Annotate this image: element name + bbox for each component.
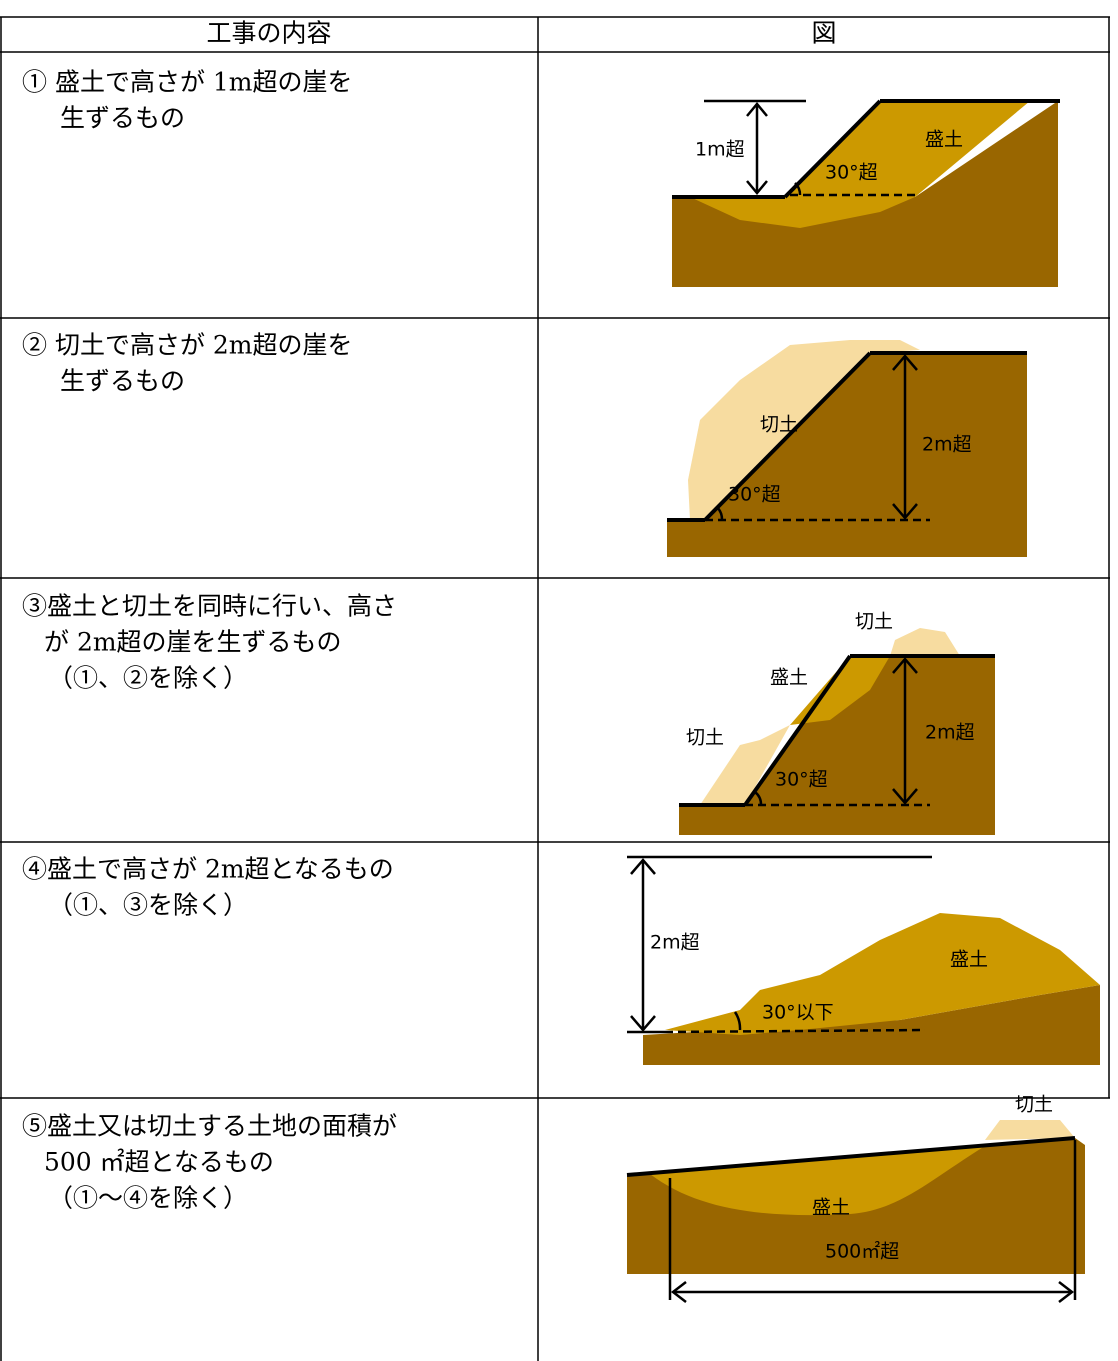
table-grid bbox=[0, 16, 1110, 1361]
figure-label: 盛土 bbox=[925, 129, 963, 151]
figure-label: 盛土 bbox=[950, 949, 988, 971]
figure-label: 30°超 bbox=[775, 769, 828, 791]
figure-label: 2m超 bbox=[922, 434, 972, 456]
header-cell: 工事の内容 bbox=[206, 19, 331, 48]
figure-2: 切土 2m超 30°超 bbox=[667, 340, 1027, 557]
row-text: 500 ㎡超となるもの bbox=[44, 1148, 274, 1177]
figure-label: 切土 bbox=[855, 611, 893, 633]
figure-label: 盛土 bbox=[770, 667, 808, 689]
figure-label: 30°超 bbox=[825, 162, 878, 184]
header-cell: 図 bbox=[811, 19, 836, 48]
row-text: 生ずるもの bbox=[60, 367, 185, 396]
figure-3: 切土 盛土 切土 2m超 30°超 bbox=[679, 611, 995, 835]
figure-label: 切土 bbox=[1015, 1094, 1053, 1116]
row-text: （①～④を除く） bbox=[48, 1184, 248, 1213]
figure-label: 30°以下 bbox=[762, 1002, 834, 1024]
figure-5: 切土 盛土 500㎡超 bbox=[626, 1094, 1085, 1303]
figure-label: 切土 bbox=[760, 414, 798, 436]
row-text: （①、③を除く） bbox=[48, 891, 248, 920]
row-text: 生ずるもの bbox=[60, 104, 185, 133]
figure-label: 切土 bbox=[686, 727, 724, 749]
row-text: （①、②を除く） bbox=[48, 664, 248, 693]
row-text: ① 盛土で高さが 1m超の崖を bbox=[22, 68, 353, 97]
figure-label: 500㎡超 bbox=[825, 1240, 899, 1263]
row-text: ② 切土で高さが 2m超の崖を bbox=[22, 331, 353, 360]
figure-4: 2m超 盛土 30°以下 bbox=[627, 855, 1100, 1065]
figure-label: 2m超 bbox=[650, 932, 700, 954]
figure-1: 1m超 盛土 30°超 bbox=[672, 99, 1060, 287]
figure-label: 1m超 bbox=[695, 139, 745, 161]
figure-label: 盛土 bbox=[812, 1197, 850, 1219]
figure-label: 2m超 bbox=[925, 722, 975, 744]
figure-label: 30°超 bbox=[728, 484, 781, 506]
row-text: ⑤盛土又は切土する土地の面積が bbox=[22, 1112, 397, 1141]
row-text: ④盛土で高さが 2m超となるもの bbox=[22, 855, 394, 884]
row-text: ③盛土と切土を同時に行い、高さ bbox=[22, 592, 397, 621]
row-text: が 2m超の崖を生ずるもの bbox=[44, 628, 342, 657]
